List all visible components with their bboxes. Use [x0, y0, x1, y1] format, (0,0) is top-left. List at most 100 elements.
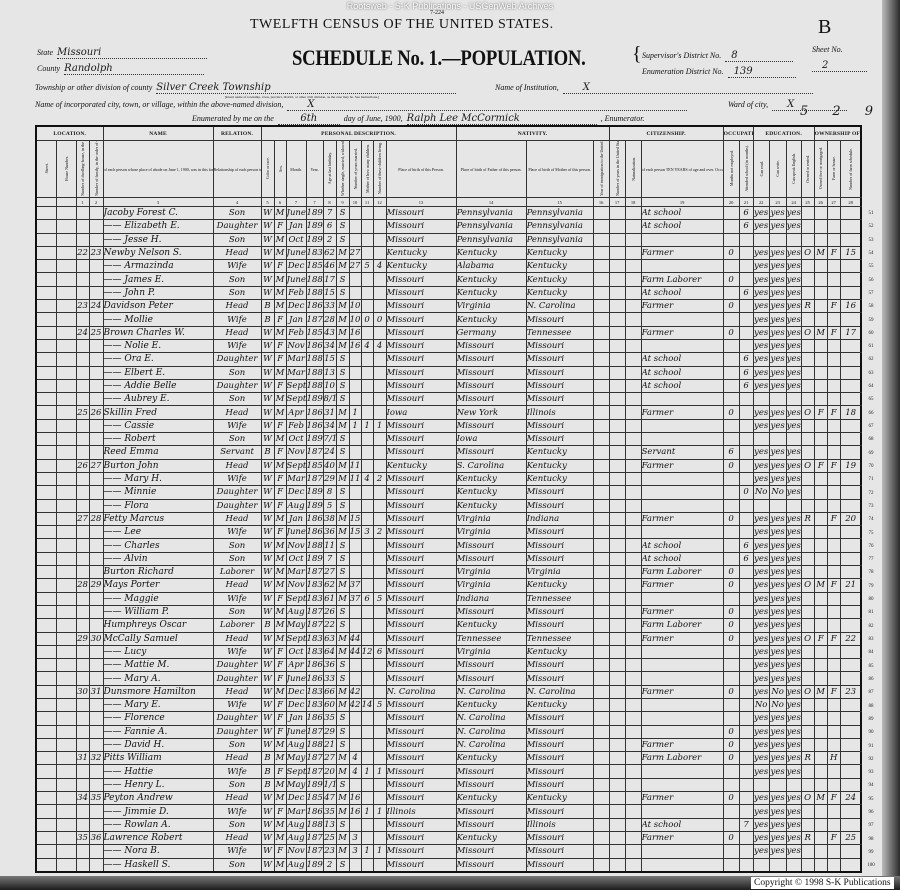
cell-unemployed [722, 711, 740, 726]
column-header-year: Year. [305, 140, 324, 198]
cell-mother-of [360, 671, 374, 686]
cell-name: —— Mary E. [102, 697, 214, 713]
cell-years-us [608, 565, 626, 580]
cell-farm [826, 392, 841, 407]
person-row: —— LucyWifeWFOct183564M44126MissouriVirg… [35, 644, 862, 660]
cell-schedule [839, 525, 862, 540]
cell-owned: O [800, 791, 815, 806]
cell-birth-father: Kentucky [455, 245, 527, 261]
cell-read: yes [752, 445, 770, 460]
cell-birth-mother: Kentucky [525, 458, 594, 473]
cell-unemployed: 0 [722, 458, 740, 473]
cell-name: Humphreys Oscar [102, 618, 214, 633]
cell-farm: F [826, 405, 841, 420]
cell-speak: yes [785, 551, 802, 567]
cell-speak [785, 857, 802, 873]
cell-occupation: Servant [640, 445, 724, 460]
cell-immigration [592, 405, 610, 420]
cell-birth-father: New York [455, 405, 527, 420]
person-row: —— Elbert E.SonWMMar188713SMissouriMisso… [35, 365, 862, 380]
cell-birth-person: Missouri [385, 671, 457, 686]
cell-write: yes [768, 671, 787, 686]
cell-marital: S [335, 538, 350, 553]
cell-birth-father: Pennsylvania [455, 219, 527, 234]
cell-speak: yes [785, 697, 802, 713]
cell-years-married: 16 [348, 338, 362, 354]
cell-dwelling: 28 [75, 578, 90, 593]
row-number: 95 [868, 796, 874, 802]
cell-unemployed: 0 [722, 830, 740, 846]
township-value: Silver Creek Township [156, 82, 457, 94]
cell-naturalization [624, 285, 642, 301]
cell-occupation: At school [640, 817, 724, 832]
cell-years-us [608, 538, 626, 553]
cell-occupation [640, 844, 724, 859]
cell-immigration [592, 219, 610, 234]
cell-immigration [592, 777, 610, 793]
cell-birth-person: Missouri [385, 219, 457, 234]
column-header-text: of each person whose place of abode on J… [103, 166, 212, 172]
cell-dwelling: 27 [75, 511, 90, 527]
cell-color: W [260, 365, 275, 380]
cell-year: 1886 [305, 817, 324, 832]
cell-sex: M [273, 432, 287, 447]
cell-name: —— Elbert E. [102, 365, 214, 380]
cell-age: 17 [322, 272, 337, 287]
cell-free: M [813, 245, 828, 261]
cell-relation: Wife [212, 644, 262, 660]
cell-school [738, 259, 754, 274]
group-header: RELATION. [212, 125, 262, 141]
cell-mother-of [360, 724, 374, 739]
cell-house [55, 817, 77, 832]
cell-dwelling [75, 604, 90, 620]
cell-naturalization [624, 684, 642, 699]
cell-birth-father: Kentucky [455, 791, 527, 806]
cell-dwelling [75, 844, 90, 859]
cell-family: 28 [88, 511, 104, 527]
cell-unemployed [722, 777, 740, 793]
cell-mother-of: 0 [360, 312, 374, 327]
column-header-text: Place of birth of Mother of this person. [528, 166, 591, 172]
cell-name: Peyton Andrew [102, 791, 214, 806]
cell-family [88, 338, 104, 354]
cell-dwelling [75, 777, 90, 793]
row-number: 92 [868, 756, 874, 762]
ward-field: Ward of city, X [728, 94, 848, 112]
cell-name: —— Charles [102, 538, 214, 553]
cell-age: 22 [322, 618, 337, 633]
cell-dwelling [75, 857, 90, 873]
cell-write [768, 777, 787, 793]
cell-school [738, 525, 754, 540]
cell-age: 11 [322, 538, 337, 553]
cell-family [88, 804, 104, 819]
cell-owned: O [800, 458, 815, 473]
cell-schedule [839, 432, 862, 447]
cell-years-us [608, 471, 626, 487]
cell-year: 1885 [305, 352, 324, 367]
cell-living [372, 432, 387, 447]
cell-owned [800, 365, 815, 380]
cell-occupation [640, 658, 724, 673]
cell-marital: M [335, 325, 350, 340]
row-number: 72 [868, 490, 874, 496]
cell-name: —— Jimmie D. [102, 804, 214, 819]
cell-occupation [640, 804, 724, 819]
cell-write: yes [768, 245, 787, 261]
cell-unemployed [722, 232, 740, 247]
enumeration-district-field: Enumeration District No. 139 [642, 61, 796, 79]
cell-farm [826, 498, 841, 513]
person-row: —— Haskell S.SonWMAug18972SMissouriMisso… [35, 857, 862, 873]
cell-birth-father: Kentucky [455, 471, 527, 487]
cell-owned [800, 205, 815, 221]
cell-school: 6 [738, 378, 754, 394]
cell-years-us [608, 857, 626, 873]
cell-name: —— Elizabeth E. [102, 219, 214, 234]
cell-sex: F [273, 671, 287, 686]
column-number: 17 [608, 197, 626, 207]
cell-write: yes [768, 844, 787, 859]
cell-immigration [592, 817, 610, 832]
cell-naturalization [624, 644, 642, 660]
cell-unemployed: 0 [722, 511, 740, 527]
cell-farm: F [826, 830, 841, 846]
